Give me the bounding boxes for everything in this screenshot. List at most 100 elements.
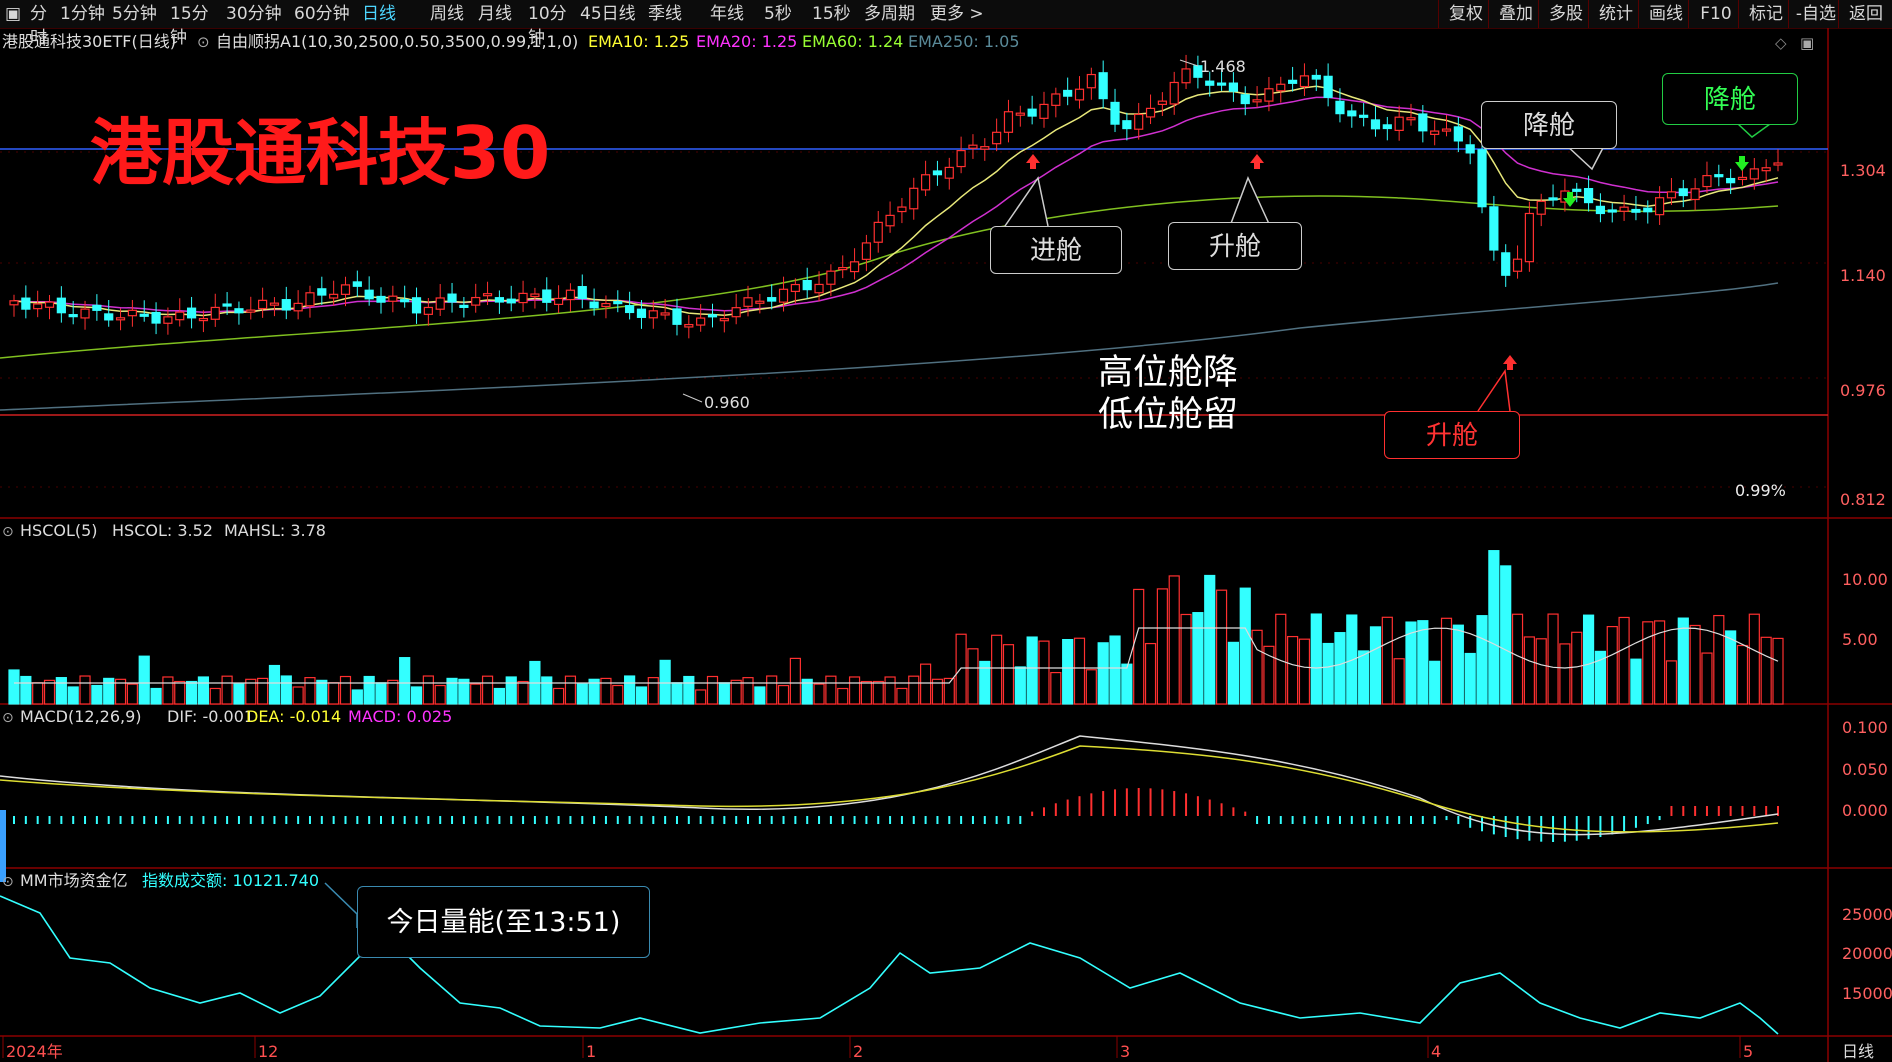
period-tab[interactable]: 10分钟 <box>528 4 567 48</box>
volume-bar <box>931 678 944 705</box>
period-tab[interactable]: 15分钟 <box>170 4 209 48</box>
money-icon[interactable]: ⊙ <box>2 874 14 890</box>
candle-body <box>1524 212 1534 263</box>
volume-bar <box>434 684 446 705</box>
volume-bar <box>1393 658 1405 705</box>
ema20-label: EMA20: 1.25 <box>696 32 797 51</box>
volume-bar <box>683 675 695 705</box>
period-tab[interactable]: 多周期 <box>864 4 915 24</box>
indicator-icon[interactable]: ⊙ <box>197 33 210 51</box>
volume-bar <box>1026 636 1038 705</box>
candle-body <box>364 289 374 300</box>
volume-bar <box>422 675 434 705</box>
volume-bar <box>919 663 932 705</box>
candle-body <box>1086 73 1096 89</box>
macd-val: MACD: 0.025 <box>348 707 452 726</box>
layout-icon[interactable]: ▣ <box>4 4 22 24</box>
toolbar-button[interactable]: 多股 <box>1549 4 1583 24</box>
volume-bar <box>197 676 210 705</box>
volume-bar <box>671 682 683 705</box>
volume-bar <box>505 676 517 705</box>
period-toolbar: ▣ 分时 1分钟 5分钟 15分钟 30分钟 60分钟 日线 周线 月线 10分钟 45日线 季线 年线 5… <box>0 0 1892 48</box>
date-label: 1 <box>586 1042 596 1061</box>
macd-scroll-handle[interactable] <box>0 810 6 882</box>
candle-body <box>494 297 504 303</box>
macd-axis-label: 0.000 <box>1842 801 1888 820</box>
volume-bar <box>1062 638 1074 705</box>
period-tab[interactable]: 60分钟 <box>294 4 350 24</box>
volume-bar <box>470 683 482 705</box>
period-tab[interactable]: 30分钟 <box>226 4 282 24</box>
low-marker-line <box>682 393 703 403</box>
volume-bar <box>777 684 790 705</box>
period-tab[interactable]: 月线 <box>478 4 512 24</box>
period-tab[interactable]: 1分钟 <box>60 4 105 24</box>
volume-bar <box>387 679 399 705</box>
candle-body <box>400 299 410 303</box>
macd-title: MACD(12,26,9) <box>20 707 142 726</box>
candle-body <box>672 308 682 325</box>
period-tab[interactable]: 周线 <box>430 4 464 24</box>
period-tab[interactable]: 45日线 <box>580 4 636 24</box>
candle-body <box>1441 128 1452 132</box>
toolbar-button[interactable]: 统计 <box>1599 4 1633 24</box>
toolbar-button[interactable]: 复权 <box>1449 4 1483 24</box>
candle-body <box>731 307 741 318</box>
ema250-label: EMA250: 1.05 <box>908 32 1020 51</box>
vol-icon[interactable]: ⊙ <box>2 524 14 540</box>
period-tab[interactable]: 15秒 <box>812 4 851 24</box>
volume-bar <box>410 686 423 705</box>
period-tab[interactable]: 5分钟 <box>112 4 157 24</box>
candle-body <box>755 300 765 304</box>
toolbar-button[interactable]: 叠加 <box>1499 4 1533 24</box>
macd-icon[interactable]: ⊙ <box>2 710 14 726</box>
volume-bar <box>588 678 600 705</box>
volume-bar <box>458 678 470 705</box>
candle-body <box>293 302 303 312</box>
candle-body <box>1737 176 1748 181</box>
toolbar-button[interactable]: 画线 <box>1649 4 1683 24</box>
period-tab[interactable]: 分时 <box>30 4 47 48</box>
volume-bar <box>1748 613 1760 705</box>
candle-body <box>885 214 895 227</box>
volume-bar <box>1452 624 1464 705</box>
money-path <box>0 895 1779 1035</box>
candle-body <box>506 298 516 304</box>
period-tab[interactable]: 季线 <box>648 4 682 24</box>
volume-bar <box>1085 669 1097 705</box>
period-label[interactable]: 日线 <box>1842 1042 1874 1061</box>
up-arrow <box>1503 355 1517 370</box>
callout-pointer-sheng1 <box>1229 176 1271 227</box>
toolbar-button[interactable]: -自选 <box>1795 4 1837 24</box>
date-label: 5 <box>1743 1042 1753 1061</box>
vol-mahsl: MAHSL: 3.78 <box>224 521 326 540</box>
diamond-icon[interactable]: ◇ <box>1775 34 1787 52</box>
volume-bar <box>399 657 411 705</box>
candle-body <box>849 261 860 273</box>
volume-bar <box>789 657 801 705</box>
volume-bar <box>1156 588 1168 705</box>
candle-body <box>980 146 990 150</box>
money-axis-label: 20000 <box>1842 944 1892 963</box>
toolbar-separator <box>1638 0 1639 28</box>
period-tab[interactable]: 日线 <box>362 4 396 24</box>
candle-body <box>1169 81 1179 105</box>
window-icon[interactable]: ▣ <box>1800 34 1814 52</box>
kline-chart[interactable]: 港股通科技30ETF(日线) ⊙ 自由顺拐A1(10,30,2500,0.50,… <box>0 28 1892 1062</box>
candle-body <box>115 317 126 321</box>
candle-body <box>1465 144 1475 154</box>
period-tab[interactable]: 年线 <box>710 4 744 24</box>
period-tab[interactable]: 5秒 <box>764 4 792 24</box>
volume-bar <box>635 686 648 705</box>
toolbar-button[interactable]: 标记 <box>1749 4 1783 24</box>
candle-body <box>1572 188 1582 192</box>
toolbar-button[interactable]: F10 <box>1700 4 1732 24</box>
volume-bar <box>979 660 991 705</box>
toolbar-separator <box>1688 0 1689 28</box>
volume-bar <box>1500 565 1512 705</box>
period-tab[interactable]: 更多 > <box>930 4 984 24</box>
volume-bar <box>1594 650 1607 705</box>
toolbar-button[interactable]: 返回 <box>1849 4 1883 24</box>
candle-body <box>1276 83 1286 92</box>
candle-body <box>992 131 1002 145</box>
